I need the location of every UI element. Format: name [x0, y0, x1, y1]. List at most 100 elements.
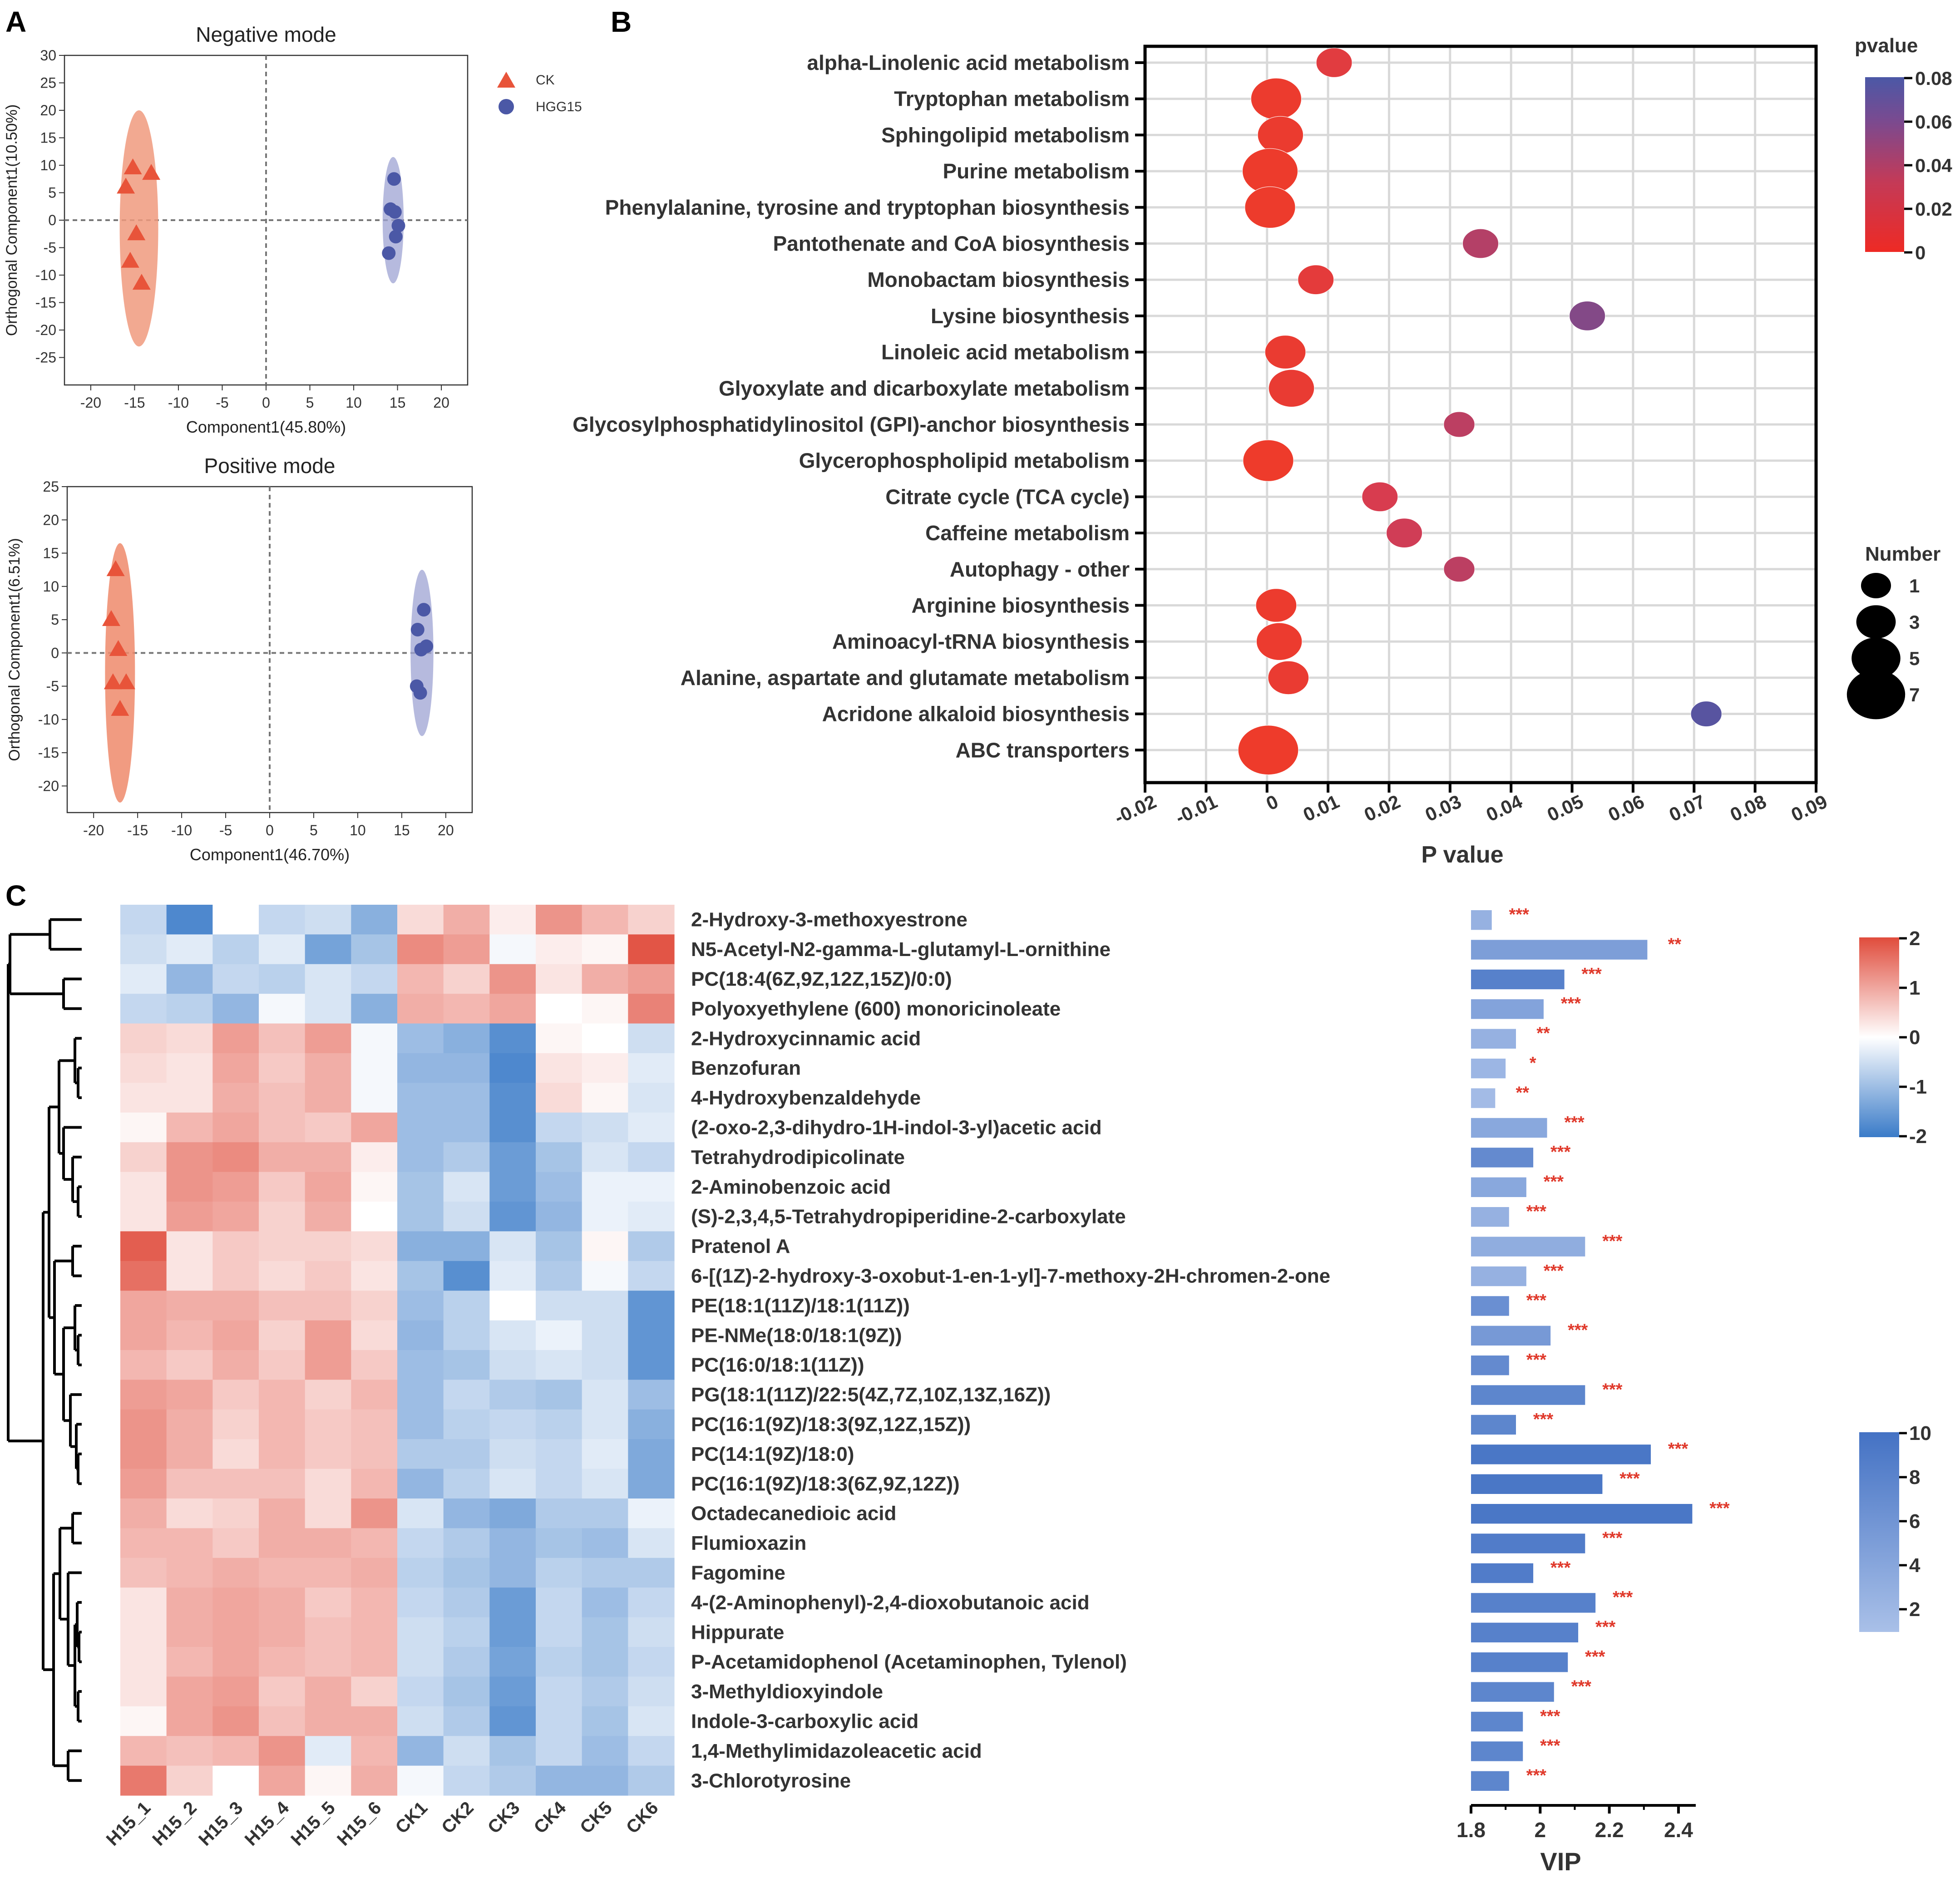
- heatmap-cell: [166, 1350, 213, 1380]
- heatmap-cell: [120, 1765, 167, 1796]
- heatmap-cell: [120, 1172, 167, 1202]
- heatmap-cell: [628, 1350, 675, 1380]
- heatmap-cell: [628, 1706, 675, 1736]
- heatmap-cell: [351, 1409, 398, 1439]
- metabolite-label: (S)-2,3,4,5-Tetrahydropiperidine-2-carbo…: [691, 1206, 1126, 1228]
- heatmap-cell: [120, 1558, 167, 1588]
- x-tick-label: -15: [124, 394, 145, 411]
- colorbar-tick-label: 0.06: [1915, 111, 1952, 133]
- pathway-label: Pantothenate and CoA biosynthesis: [773, 232, 1130, 256]
- heatmap-cell: [212, 1023, 259, 1054]
- heatmap-cell: [351, 1261, 398, 1291]
- heatmap-cell: [582, 1765, 628, 1796]
- heatmap-cell: [259, 1528, 306, 1558]
- y-tick-label: -10: [35, 267, 56, 283]
- heatmap-cell: [443, 1023, 490, 1054]
- heatmap-cell: [259, 1469, 306, 1499]
- heatmap-cell: [397, 994, 444, 1024]
- heatmap-cell: [397, 1350, 444, 1380]
- vip-bar: [1471, 1415, 1516, 1435]
- heatmap-cell: [259, 1765, 306, 1796]
- heatmap-cell: [489, 964, 536, 994]
- heatmap-cell: [582, 1587, 628, 1618]
- significance-stars: ***: [1613, 1588, 1633, 1607]
- heatmap-cell: [443, 1736, 490, 1766]
- heatmap-cell: [305, 964, 351, 994]
- metabolite-label: 4-(2-Aminophenyl)-2,4-dioxobutanoic acid: [691, 1592, 1090, 1614]
- heatmap-cell: [212, 1083, 259, 1113]
- heatmap-cell: [489, 1706, 536, 1736]
- number-legend-bubble: [1861, 573, 1891, 598]
- heatmap-cell: [536, 1083, 583, 1113]
- heatmap-cell: [443, 1765, 490, 1796]
- significance-stars: ***: [1509, 905, 1530, 924]
- ck-sample-point: [106, 560, 125, 577]
- heatmap-cell: [582, 994, 628, 1024]
- heatmap-cell: [397, 1142, 444, 1173]
- heatmap-cell: [582, 1439, 628, 1469]
- heatmap-cell: [305, 1291, 351, 1321]
- heatmap-cell: [628, 1320, 675, 1351]
- colorbar-tick-label: 1: [1909, 977, 1920, 999]
- heatmap-cell: [397, 1765, 444, 1796]
- heatmap-cell: [443, 1439, 490, 1469]
- heatmap-cell: [351, 1765, 398, 1796]
- heatmap-cell: [397, 905, 444, 935]
- x-tick-label: -20: [83, 822, 104, 838]
- heatmap-cell: [628, 1528, 675, 1558]
- heatmap-cell: [351, 994, 398, 1024]
- heatmap-cell: [628, 1231, 675, 1262]
- heatmap-cell: [120, 1498, 167, 1528]
- heatmap-cell: [582, 1647, 628, 1677]
- heatmap-cell: [259, 1736, 306, 1766]
- vip-bar: [1471, 1207, 1509, 1227]
- colorbar-tick-label: -1: [1909, 1076, 1927, 1098]
- colorbar-tick-label: -2: [1909, 1125, 1927, 1148]
- heatmap-cell: [489, 1587, 536, 1618]
- heatmap-cell: [120, 1350, 167, 1380]
- significance-stars: ***: [1568, 1321, 1588, 1340]
- heatmap-cell: [166, 1676, 213, 1707]
- metabolite-label: Indole-3-carboxylic acid: [691, 1710, 918, 1733]
- heatmap-cell: [582, 1202, 628, 1232]
- heatmap-cell: [536, 1261, 583, 1291]
- y-tick-label: 15: [43, 545, 59, 562]
- plot-frame: [1143, 44, 1818, 784]
- heatmap-cell: [582, 1023, 628, 1054]
- y-axis-label: Orthogonal Component1(6.51%): [6, 538, 23, 761]
- heatmap-cell: [120, 1647, 167, 1677]
- heatmap-cell: [120, 1528, 167, 1558]
- heatmap-cell: [212, 1380, 259, 1410]
- y-tick-label: 30: [40, 47, 56, 64]
- heatmap-cell: [536, 1112, 583, 1143]
- vip-bar: [1471, 999, 1544, 1019]
- heatmap-cell: [397, 1587, 444, 1618]
- heatmap-cell: [536, 964, 583, 994]
- pathway-bubble: [1386, 518, 1423, 548]
- pathway-label: Phenylalanine, tyrosine and tryptophan b…: [605, 196, 1130, 219]
- heatmap-cell: [166, 1261, 213, 1291]
- heatmap-cell: [166, 1617, 213, 1647]
- vip-x-tick-label: 2.2: [1595, 1818, 1624, 1842]
- heatmap-cell: [536, 1706, 583, 1736]
- vip-bar: [1471, 1088, 1496, 1108]
- heatmap-cell: [259, 1676, 306, 1707]
- significance-stars: ***: [1526, 1766, 1547, 1785]
- heatmap-cell: [351, 1587, 398, 1618]
- x-tick-label: 0: [1263, 791, 1281, 814]
- heatmap-cell: [582, 1350, 628, 1380]
- heatmap-cell: [582, 1261, 628, 1291]
- significance-stars: ***: [1544, 1173, 1564, 1192]
- heatmap-cell: [166, 1765, 213, 1796]
- heatmap-cell: [397, 1112, 444, 1143]
- heatmap-cell: [582, 1053, 628, 1083]
- ck-sample-point: [104, 673, 122, 690]
- heatmap-cell: [628, 1587, 675, 1618]
- heatmap-cell: [166, 1053, 213, 1083]
- x-tick-label: -5: [219, 822, 232, 838]
- heatmap-cell: [628, 934, 675, 965]
- heatmap-cell: [536, 1528, 583, 1558]
- heatmap-cell: [305, 1350, 351, 1380]
- heatmap-cell: [120, 1202, 167, 1232]
- heatmap-cell: [582, 1498, 628, 1528]
